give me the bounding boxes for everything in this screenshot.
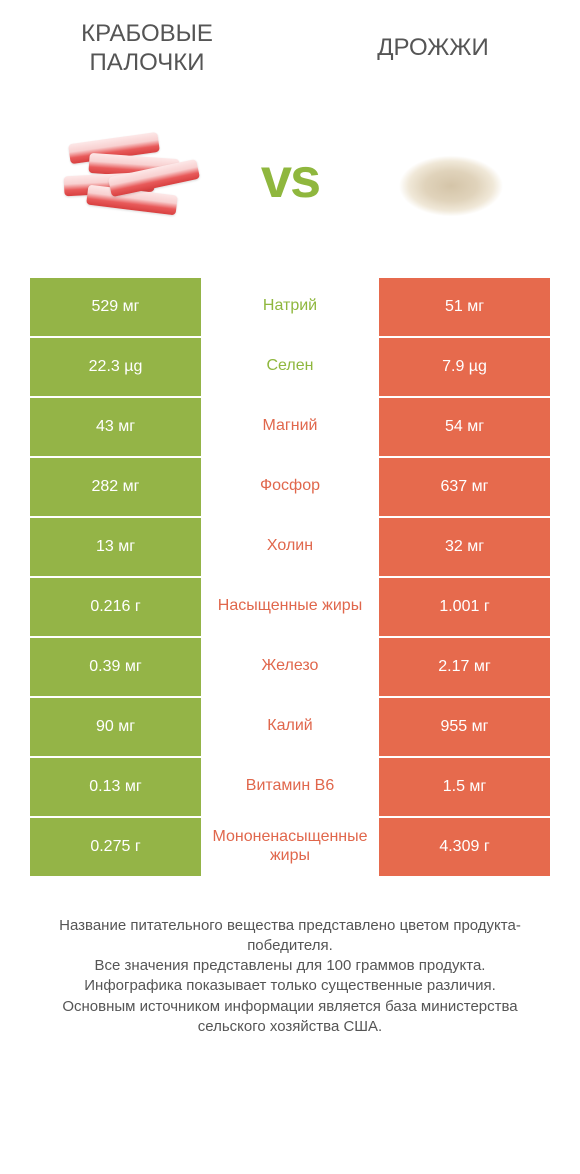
cell-left-value: 90 мг <box>30 698 201 756</box>
cell-right-value: 51 мг <box>379 278 550 336</box>
table-row: 529 мгНатрий51 мг <box>30 278 550 336</box>
cell-label: Мононенасыщенные жиры <box>201 818 379 876</box>
cell-label: Селен <box>201 338 379 396</box>
cell-right-value: 4.309 г <box>379 818 550 876</box>
table-row: 13 мгХолин32 мг <box>30 518 550 576</box>
cell-right-value: 54 мг <box>379 398 550 456</box>
title-right: Дрожжи <box>316 34 550 63</box>
footer-text: Название питательного вещества представл… <box>30 916 550 1038</box>
table-row: 43 мгМагний54 мг <box>30 398 550 456</box>
table-row: 0.216 гНасыщенные жиры1.001 г <box>30 578 550 636</box>
cell-label: Натрий <box>201 278 379 336</box>
cell-left-value: 282 мг <box>30 458 201 516</box>
cell-left-value: 0.216 г <box>30 578 201 636</box>
footer-line: Название питательного вещества представл… <box>36 916 544 957</box>
footer-line: Основным источником информации является … <box>36 997 544 1038</box>
yeast-icon <box>386 128 516 228</box>
footer-line: Все значения представлены для 100 граммо… <box>36 956 544 976</box>
cell-left-value: 0.13 мг <box>30 758 201 816</box>
comparison-table: 529 мгНатрий51 мг22.3 µgСелен7.9 µg43 мг… <box>30 278 550 876</box>
image-right <box>352 103 550 253</box>
table-row: 90 мгКалий955 мг <box>30 698 550 756</box>
image-left <box>30 103 228 253</box>
table-row: 0.39 мгЖелезо2.17 мг <box>30 638 550 696</box>
crab-sticks-icon <box>59 128 199 228</box>
cell-right-value: 32 мг <box>379 518 550 576</box>
titles-row: Крабовые палочки Дрожжи <box>30 20 550 78</box>
cell-label: Холин <box>201 518 379 576</box>
cell-label: Железо <box>201 638 379 696</box>
cell-left-value: 43 мг <box>30 398 201 456</box>
cell-right-value: 1.5 мг <box>379 758 550 816</box>
title-left: Крабовые палочки <box>30 20 264 78</box>
cell-left-value: 0.39 мг <box>30 638 201 696</box>
cell-left-value: 22.3 µg <box>30 338 201 396</box>
cell-label: Насыщенные жиры <box>201 578 379 636</box>
cell-label: Калий <box>201 698 379 756</box>
cell-right-value: 637 мг <box>379 458 550 516</box>
cell-right-value: 2.17 мг <box>379 638 550 696</box>
table-row: 0.13 мгВитамин B61.5 мг <box>30 758 550 816</box>
footer-line: Инфографика показывает только существенн… <box>36 976 544 996</box>
table-row: 22.3 µgСелен7.9 µg <box>30 338 550 396</box>
cell-label: Фосфор <box>201 458 379 516</box>
images-row: vs <box>30 98 550 258</box>
vs-label: vs <box>261 145 319 210</box>
table-row: 282 мгФосфор637 мг <box>30 458 550 516</box>
cell-label: Магний <box>201 398 379 456</box>
cell-right-value: 1.001 г <box>379 578 550 636</box>
cell-left-value: 0.275 г <box>30 818 201 876</box>
cell-left-value: 529 мг <box>30 278 201 336</box>
cell-right-value: 7.9 µg <box>379 338 550 396</box>
table-row: 0.275 гМононенасыщенные жиры4.309 г <box>30 818 550 876</box>
cell-left-value: 13 мг <box>30 518 201 576</box>
infographic-wrap: Крабовые палочки Дрожжи vs 529 мгНатрий5… <box>0 0 580 1057</box>
cell-right-value: 955 мг <box>379 698 550 756</box>
cell-label: Витамин B6 <box>201 758 379 816</box>
